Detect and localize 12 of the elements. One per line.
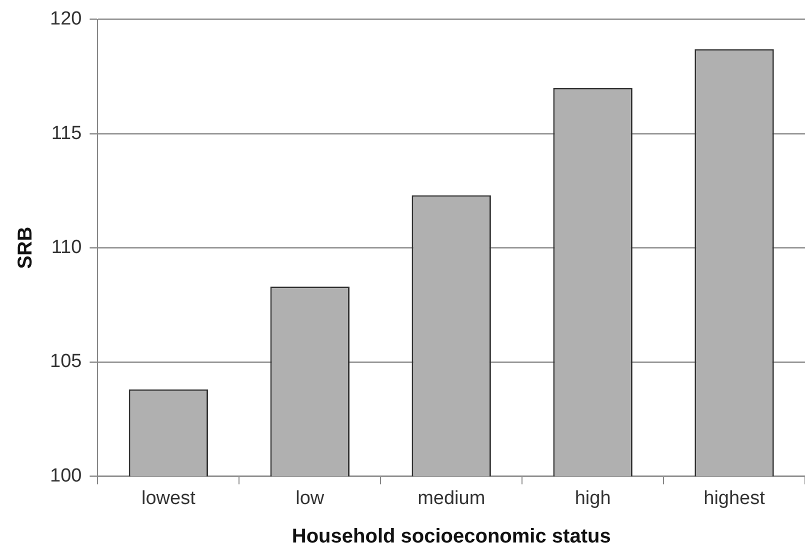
y-tick-label: 110	[51, 237, 82, 258]
x-axis-title: Household socioeconomic status	[292, 526, 611, 548]
x-tick-label: highest	[704, 488, 766, 509]
x-tick-label: medium	[418, 488, 486, 509]
x-tick-label: lowest	[142, 488, 196, 509]
y-tick-label: 105	[50, 351, 82, 372]
x-tick-label: high	[574, 488, 611, 509]
y-tick-label: 120	[50, 8, 82, 30]
y-axis-title: SRB	[14, 226, 37, 269]
y-tick-label: 100	[50, 465, 82, 486]
x-tick-label: low	[296, 488, 324, 509]
y-tick-label: 115	[51, 122, 82, 144]
